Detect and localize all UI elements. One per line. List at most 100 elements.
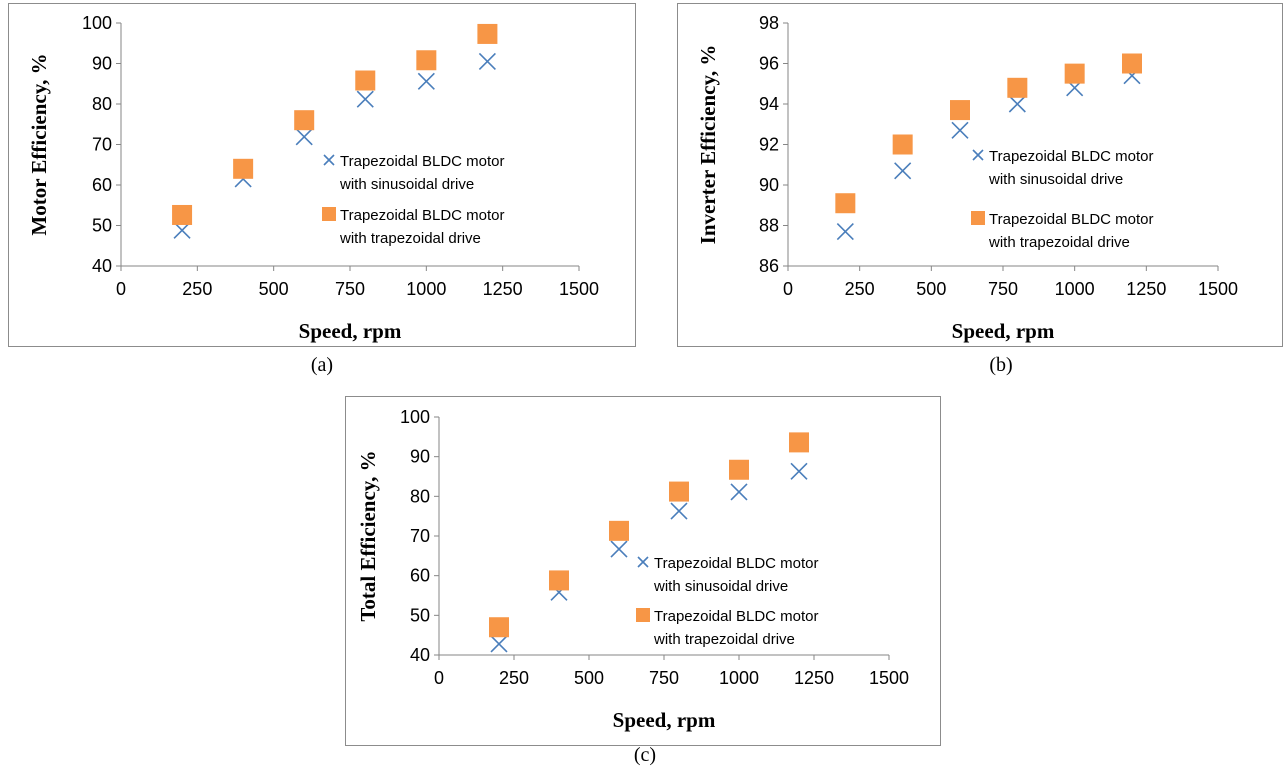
chart-a-x-axis-title: Speed, rpm (299, 319, 402, 343)
chart-a-y-tick-label: 40 (92, 256, 112, 276)
chart-a-point-trapezoidal (355, 70, 376, 91)
chart-b-x-tick-label: 0 (783, 279, 793, 299)
chart-b-y-tick-label: 88 (759, 216, 779, 236)
chart-a-series-trapezoidal (172, 23, 498, 225)
chart-a-y-tick-label: 100 (82, 13, 112, 33)
chart-c-point-trapezoidal (729, 459, 749, 480)
chart-b-point-sinusoidal (894, 162, 912, 180)
caption-b: (b) (989, 354, 1013, 376)
chart-a-y-tick-label: 70 (92, 135, 112, 155)
chart-b-point-trapezoidal (1064, 63, 1085, 84)
chart-a-point-trapezoidal (172, 204, 193, 225)
chart-b-x-axis-title: Speed, rpm (952, 319, 1055, 343)
chart-c-legend-entry-sinusoidal: Trapezoidal BLDC motor with sinusoidal dr… (637, 555, 819, 595)
chart-b-point-trapezoidal (835, 193, 856, 214)
chart-a-point-trapezoidal (294, 110, 315, 131)
chart-b-point-trapezoidal (1007, 77, 1028, 98)
chart-a-point-trapezoidal (477, 23, 498, 44)
chart-c-point-sinusoidal (490, 635, 508, 653)
chart-b-x-tick-label: 250 (845, 279, 875, 299)
chart-a-y-tick-label: 90 (92, 54, 112, 74)
chart-a-x-tick-label: 0 (116, 279, 126, 299)
chart-b-legend-label: Trapezoidal BLDC motor with trapezoidal d… (988, 211, 1154, 251)
chart-a-y-tick-label: 60 (92, 175, 112, 195)
chart-a-legend-marker-square (322, 207, 336, 221)
chart-c-x-tick-label: 250 (499, 668, 529, 688)
caption-c: (c) (633, 744, 657, 766)
chart-c-x-axis-title: Speed, rpm (613, 708, 716, 732)
chart-a-point-sinusoidal (478, 52, 496, 71)
chart-a-x-tick-label: 1000 (406, 279, 446, 299)
chart-c-point-trapezoidal (609, 520, 629, 541)
chart-c-y-tick-label: 100 (400, 407, 430, 427)
chart-b-y-tick-label: 98 (759, 13, 779, 33)
chart-a-point-trapezoidal (416, 50, 437, 71)
chart-c-point-sinusoidal (790, 462, 808, 480)
chart-b-point-trapezoidal (1122, 53, 1142, 74)
chart-c-point-trapezoidal (549, 570, 569, 591)
chart-c-legend-entry-trapezoidal: Trapezoidal BLDC motor with trapezoidal d… (636, 608, 819, 648)
chart-b-x-tick-label: 750 (988, 279, 1018, 299)
chart-b-legend-entry-trapezoidal: Trapezoidal BLDC motor with trapezoidal d… (971, 211, 1154, 251)
chart-b-point-trapezoidal (950, 100, 970, 121)
chart-c-point-trapezoidal (669, 481, 689, 502)
chart-c-legend-label: Trapezoidal BLDC motor with sinusoidal dr… (653, 555, 819, 595)
chart-a-x-tick-label: 1500 (559, 279, 599, 299)
chart-a-point-trapezoidal (233, 158, 254, 179)
chart-b-x-tick-label: 1500 (1198, 279, 1238, 299)
chart-c-y-axis-title: Total Efficiency, % (356, 450, 380, 621)
chart-c-legend-marker-square (636, 608, 650, 622)
chart-a-legend-entry-sinusoidal: Trapezoidal BLDC motor with sinusoidal dr… (323, 153, 505, 193)
chart-a-legend-label: Trapezoidal BLDC motor with trapezoidal d… (339, 207, 505, 247)
chart-b-y-tick-label: 92 (759, 135, 779, 155)
chart-c-x-tick-label: 1500 (869, 668, 909, 688)
chart-a-point-sinusoidal (417, 72, 435, 90)
chart-b-point-sinusoidal (836, 223, 854, 241)
chart-panel-c: 40 50 60 70 80 90 100 0 250 500 750 1000 1250 1500 Spe… (345, 396, 941, 746)
chart-a-point-sinusoidal (295, 128, 313, 146)
chart-a-y-tick-label: 50 (92, 216, 112, 236)
chart-b-plot: 86 88 90 92 94 96 98 0 250 500 750 1000 1250 1500 Spee… (696, 13, 1238, 343)
chart-c-point-sinusoidal (610, 540, 628, 558)
chart-panel-a: 40 50 60 70 80 90 100 0 250 500 750 1000 1250 1500 Spe… (8, 3, 636, 347)
chart-c-x-tick-label: 1250 (794, 668, 834, 688)
chart-a-legend-entry-trapezoidal: Trapezoidal BLDC motor with trapezoidal d… (322, 207, 505, 247)
chart-c-x-tick-label: 0 (434, 668, 444, 688)
chart-b-y-tick-label: 94 (759, 94, 779, 114)
chart-a-x-tick-label: 750 (335, 279, 365, 299)
chart-b-point-trapezoidal (892, 134, 913, 155)
chart-c-y-tick-label: 80 (410, 486, 430, 506)
chart-c-legend-label: Trapezoidal BLDC motor with trapezoidal d… (653, 608, 819, 648)
chart-b-series-trapezoidal (835, 53, 1142, 214)
chart-c-y-tick-label: 90 (410, 447, 430, 467)
chart-c-y-tick-label: 60 (410, 566, 430, 586)
chart-a-y-axis-title: Motor Efficiency, % (27, 53, 51, 235)
chart-c-point-trapezoidal (489, 617, 509, 638)
chart-c-point-sinusoidal (730, 483, 748, 501)
chart-b-x-tick-label: 1250 (1126, 279, 1166, 299)
chart-b-y-tick-label: 90 (759, 175, 779, 195)
chart-b-y-tick-label: 86 (759, 256, 779, 276)
chart-b-legend-entry-sinusoidal: Trapezoidal BLDC motor with sinusoidal dr… (972, 148, 1154, 188)
chart-b-x-tick-label: 1000 (1055, 279, 1095, 299)
chart-a-x-tick-label: 250 (182, 279, 212, 299)
chart-a-y-tick-label: 80 (92, 94, 112, 114)
chart-a-legend-label: Trapezoidal BLDC motor with sinusoidal dr… (339, 153, 505, 193)
chart-c-x-tick-label: 750 (649, 668, 679, 688)
chart-c-series-sinusoidal (490, 462, 808, 653)
chart-a-x-tick-label: 500 (259, 279, 289, 299)
chart-b-y-tick-label: 96 (759, 54, 779, 74)
chart-c-y-tick-label: 40 (410, 645, 430, 665)
chart-a-x-tick-label: 1250 (483, 279, 523, 299)
chart-c-series-trapezoidal (489, 432, 809, 638)
chart-b-y-axis-title: Inverter Efficiency, % (696, 45, 720, 245)
chart-b-x-tick-label: 500 (916, 279, 946, 299)
chart-c-x-tick-label: 500 (574, 668, 604, 688)
chart-b-point-sinusoidal (1008, 95, 1026, 113)
chart-c-point-sinusoidal (670, 502, 688, 520)
chart-a-legend-marker-x (323, 154, 335, 166)
chart-c-y-tick-label: 50 (410, 605, 430, 625)
chart-a-point-sinusoidal (173, 221, 191, 239)
